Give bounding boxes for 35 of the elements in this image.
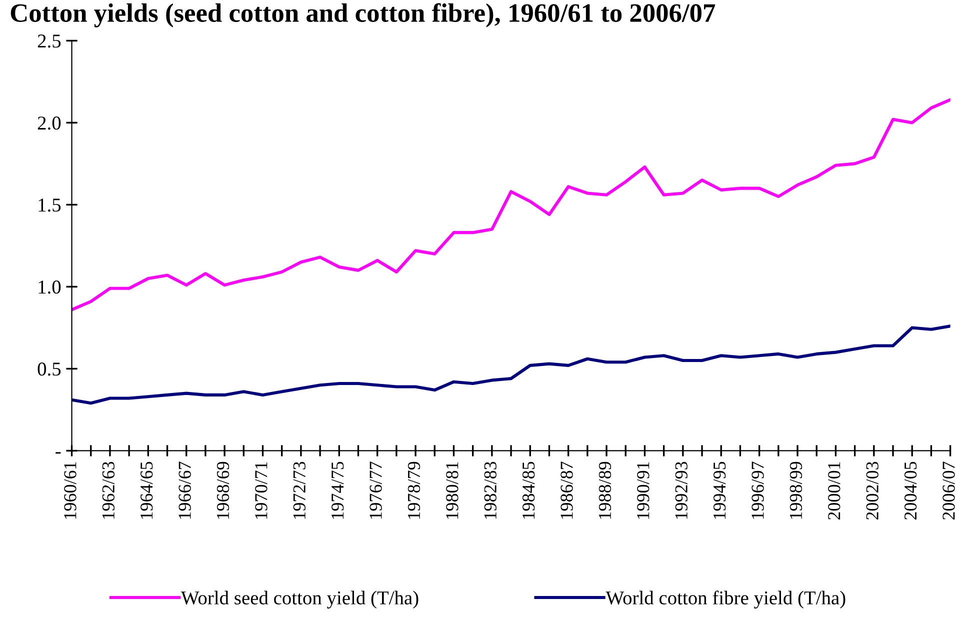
y-tick-label: 1.0 xyxy=(38,280,61,294)
legend-label: World cotton fibre yield (T/ha) xyxy=(606,590,846,608)
x-tick-label: 2002/03 xyxy=(866,462,878,520)
chart-title: Cotton yields (seed cotton and cotton fibre), 1960/61 to 2006/07 xyxy=(10,3,716,28)
y-tick-label: 0.5 xyxy=(38,362,61,376)
x-tick-label: 1966/67 xyxy=(178,462,191,519)
x-tick-label: 2004/05 xyxy=(904,462,917,520)
x-tick-label: 1988/89 xyxy=(598,462,612,519)
x-tick-label: 1964/65 xyxy=(140,462,153,519)
x-tick-label: 1970/71 xyxy=(255,462,268,519)
x-tick-label: 1982/83 xyxy=(484,462,496,519)
x-tick-label: 1974/75 xyxy=(332,462,344,519)
x-tick-label: 1986/87 xyxy=(560,462,573,519)
x-tick-label: 1990/91 xyxy=(637,462,650,519)
y-tick-label: 2.5 xyxy=(38,34,61,48)
x-tick-label: 1984/85 xyxy=(522,462,535,519)
x-tick-label: 1996/97 xyxy=(752,462,764,519)
x-tick-label: 2000/01 xyxy=(828,462,840,520)
x-tick-label: 1992/93 xyxy=(675,462,688,519)
x-tick-label: 1962/63 xyxy=(102,462,114,519)
x-tick-label: 1978/79 xyxy=(408,462,420,519)
x-tick-label: 1960/61 xyxy=(64,462,76,519)
x-tick-label: 1998/99 xyxy=(790,462,802,519)
x-tick-label: 1994/95 xyxy=(714,462,726,519)
x-tick-label: 1980/81 xyxy=(446,462,458,519)
x-tick-label: 1976/77 xyxy=(370,462,382,519)
x-tick-label: 1968/69 xyxy=(216,462,230,519)
x-tick-label: 2006/07 xyxy=(942,462,955,520)
y-tick-label: 2.0 xyxy=(38,116,61,130)
line-series xyxy=(72,324,950,405)
legend-label: World seed cotton yield (T/ha) xyxy=(180,590,418,608)
line-series xyxy=(72,98,950,312)
y-tick-label: 1.5 xyxy=(38,198,61,212)
y-tick-label: - xyxy=(56,452,61,454)
x-tick-label: 1972/73 xyxy=(293,462,306,519)
